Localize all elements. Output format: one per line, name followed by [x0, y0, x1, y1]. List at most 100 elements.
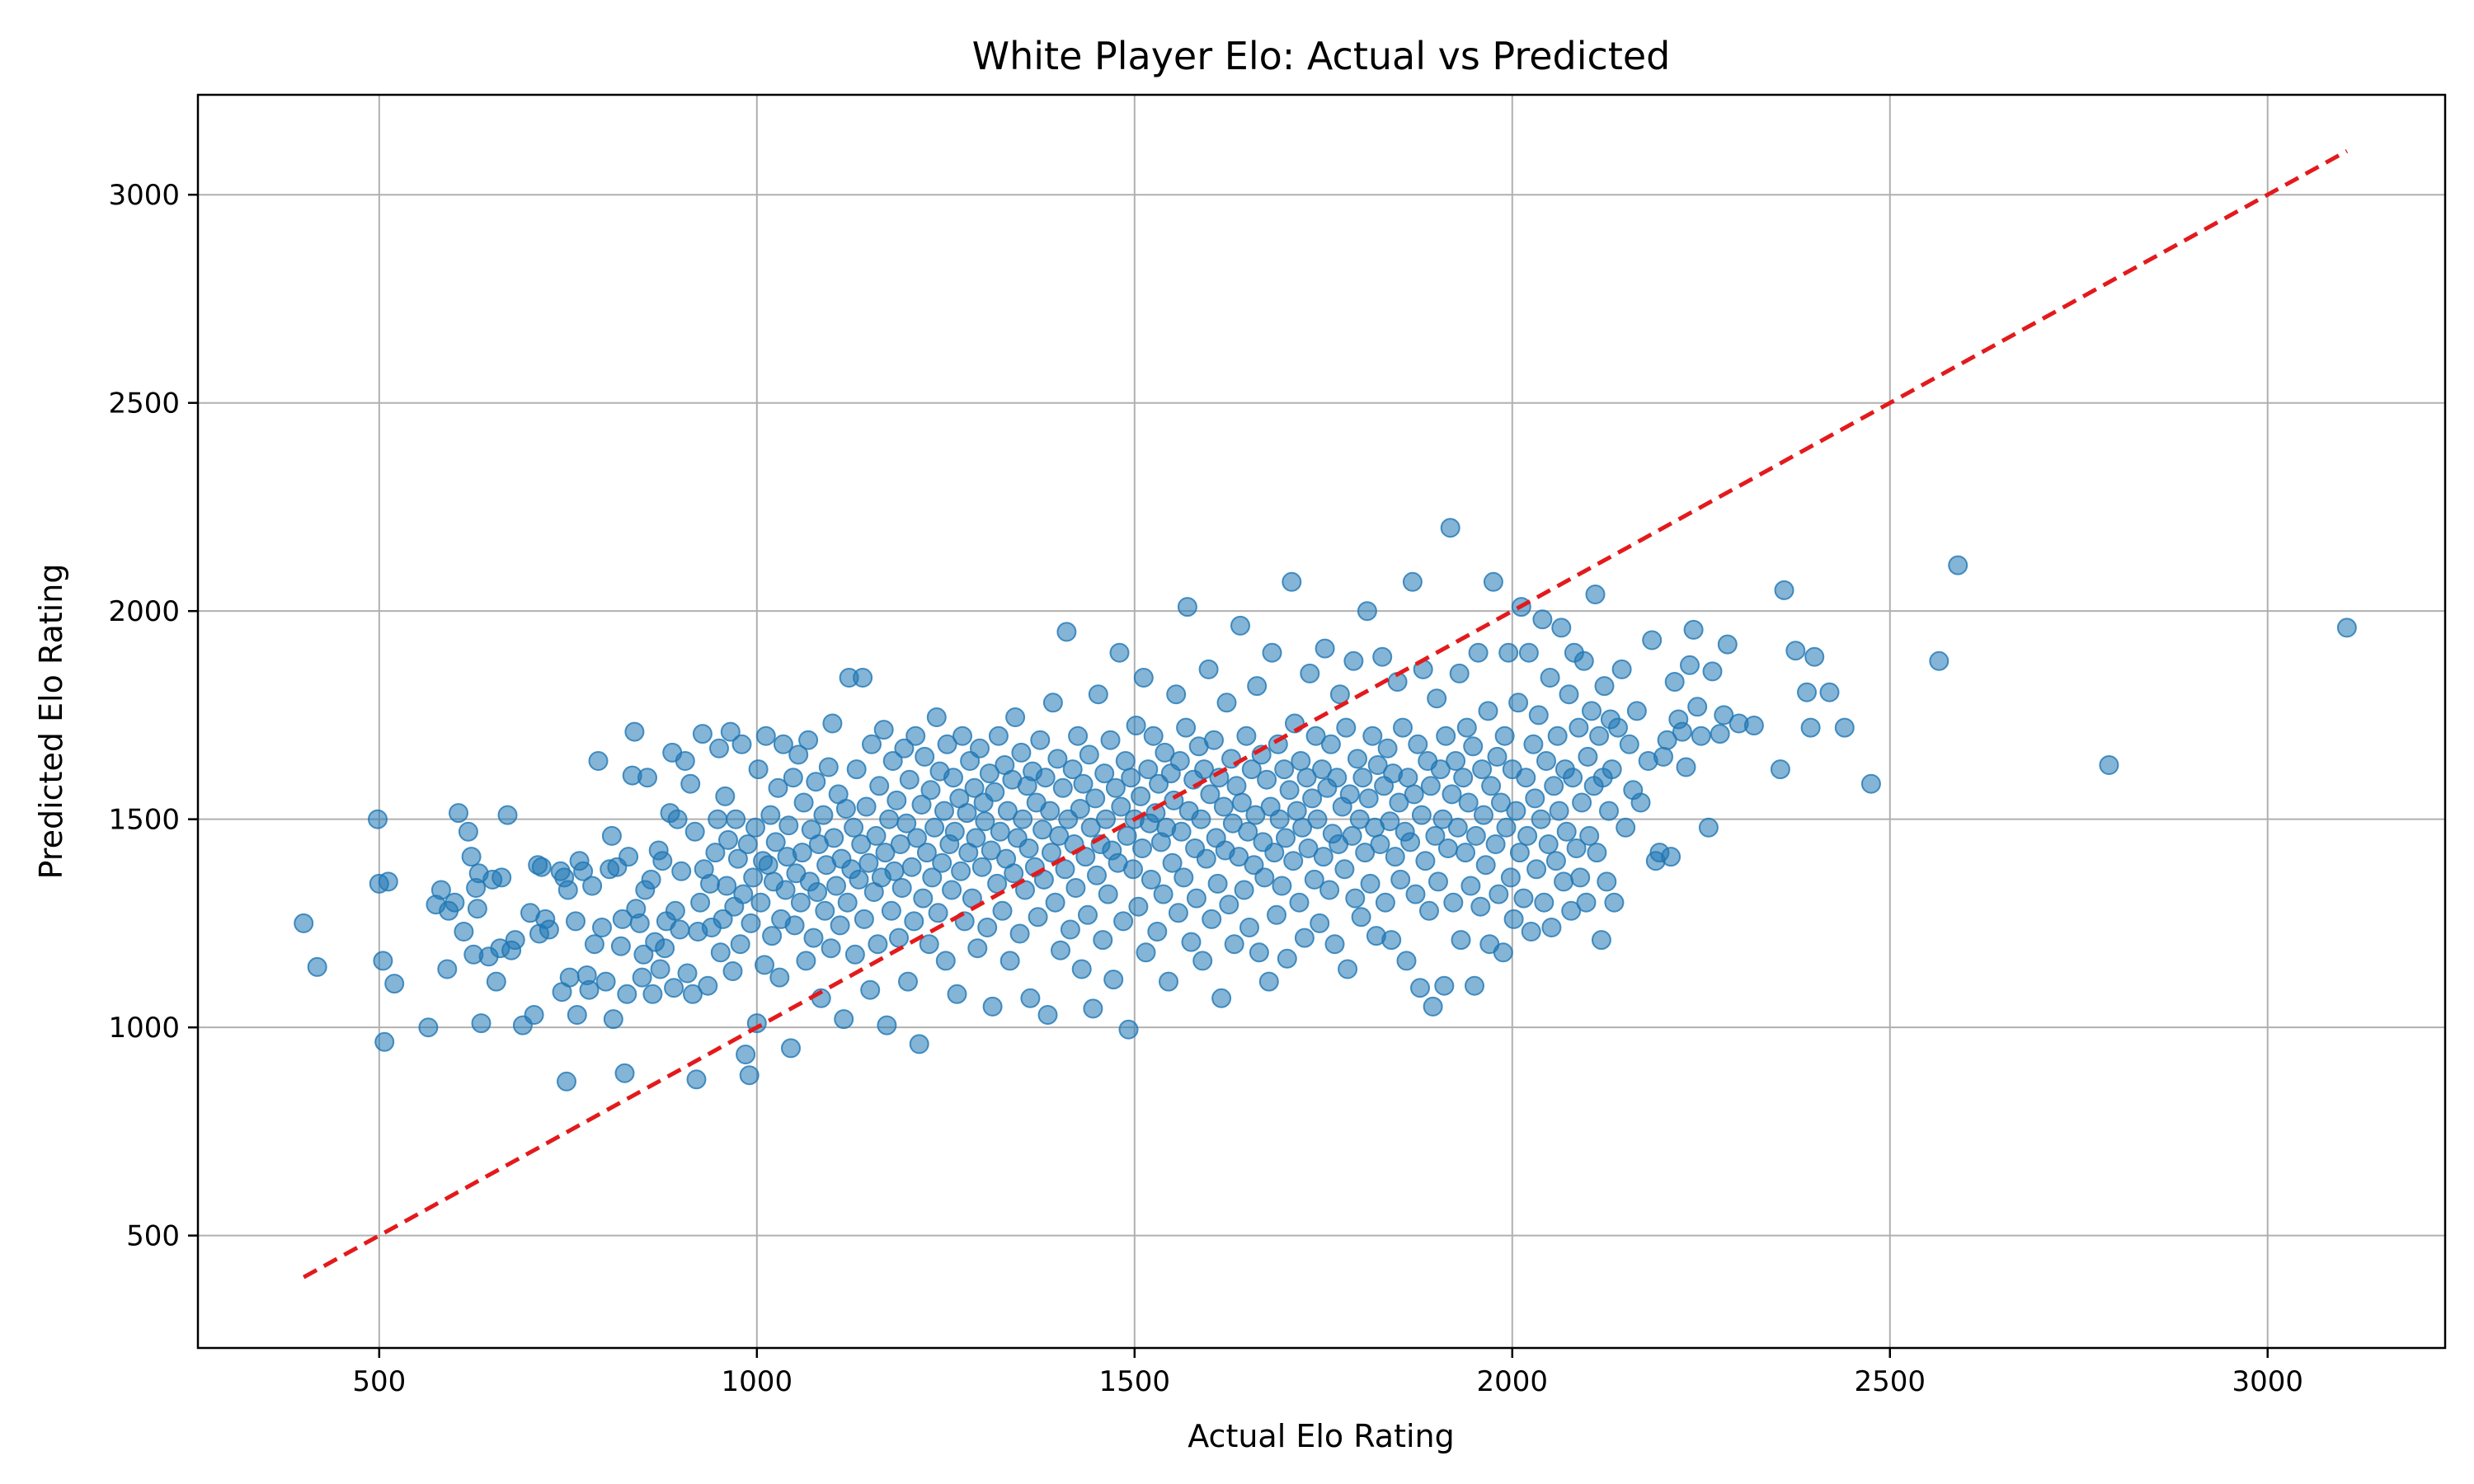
- data-point: [1245, 805, 1266, 825]
- data-point: [977, 918, 998, 937]
- data-point: [1642, 630, 1663, 650]
- data-point: [588, 751, 609, 771]
- data-point: [1589, 726, 1610, 746]
- data-point: [1597, 871, 1617, 892]
- data-point: [1028, 907, 1048, 928]
- data-point: [1345, 888, 1366, 909]
- data-point: [1563, 768, 1583, 788]
- data-point: [1545, 851, 1566, 871]
- data-point: [784, 915, 805, 936]
- data-point: [559, 967, 580, 988]
- data-point: [846, 759, 867, 780]
- data-point: [692, 724, 713, 744]
- data-point: [1324, 934, 1345, 955]
- data-point: [1247, 676, 1268, 697]
- x-tick-label: 1000: [722, 1365, 793, 1398]
- data-point: [690, 892, 711, 913]
- data-point: [1573, 650, 1594, 671]
- data-point: [942, 880, 962, 900]
- data-point: [1085, 788, 1106, 809]
- data-point: [1434, 975, 1455, 996]
- data-point: [1338, 959, 1358, 979]
- data-point: [1292, 817, 1313, 838]
- data-point: [680, 773, 701, 794]
- data-point: [1456, 843, 1475, 863]
- data-point: [1213, 796, 1234, 817]
- data-point: [1222, 813, 1243, 834]
- data-point: [826, 876, 846, 896]
- data-point: [1083, 998, 1103, 1019]
- data-point: [444, 892, 465, 913]
- data-point: [1661, 847, 1681, 867]
- data-point: [1456, 717, 1477, 738]
- data-point: [1304, 869, 1324, 890]
- data-point: [822, 713, 843, 734]
- data-point: [557, 880, 578, 900]
- data-point: [1532, 609, 1553, 630]
- data-point: [1286, 801, 1307, 821]
- data-point: [1517, 825, 1538, 846]
- data-point: [1312, 759, 1332, 780]
- data-point: [700, 873, 720, 894]
- data-point: [881, 900, 901, 921]
- y-axis-label: Predicted Elo Rating: [33, 564, 69, 880]
- data-point: [1109, 642, 1130, 663]
- data-point: [1105, 777, 1126, 798]
- data-point: [557, 1071, 576, 1092]
- data-point: [1128, 896, 1149, 917]
- data-point: [1393, 717, 1413, 738]
- data-point: [1194, 759, 1215, 780]
- data-point: [985, 782, 1005, 802]
- data-point: [1296, 768, 1317, 788]
- data-point: [1470, 896, 1491, 917]
- data-point: [1202, 909, 1222, 929]
- data-point: [1664, 672, 1685, 692]
- data-point: [988, 726, 1009, 746]
- data-point: [891, 878, 912, 898]
- x-tick-label: 2000: [1477, 1365, 1549, 1398]
- data-point: [919, 934, 939, 955]
- data-point: [1523, 734, 1544, 754]
- data-point: [851, 834, 872, 854]
- data-point: [1005, 707, 1026, 727]
- data-point: [781, 1038, 801, 1059]
- data-point: [486, 971, 506, 992]
- data-point: [307, 956, 327, 977]
- data-point: [582, 876, 603, 896]
- data-point: [710, 942, 731, 963]
- data-point: [1230, 615, 1250, 636]
- data-point: [793, 792, 814, 813]
- data-point: [713, 909, 733, 929]
- data-point: [1582, 701, 1602, 721]
- data-point: [603, 1009, 623, 1030]
- data-point: [1526, 859, 1547, 880]
- data-point: [1500, 867, 1521, 888]
- data-point: [769, 967, 790, 988]
- data-point: [907, 828, 927, 848]
- data-point: [1396, 951, 1417, 971]
- data-point: [1115, 751, 1136, 771]
- data-point: [1062, 759, 1083, 780]
- data-point: [1389, 792, 1409, 813]
- data-point: [937, 734, 957, 754]
- data-point: [1319, 880, 1340, 900]
- data-point: [909, 1034, 929, 1054]
- data-point: [743, 867, 764, 888]
- data-point: [924, 817, 945, 838]
- data-point: [1198, 659, 1219, 679]
- data-point: [1423, 996, 1443, 1017]
- data-point: [1155, 742, 1175, 763]
- data-point: [1619, 734, 1639, 754]
- data-point: [1561, 900, 1582, 921]
- data-point: [1570, 867, 1591, 888]
- data-point: [1168, 903, 1188, 923]
- data-point: [715, 786, 736, 806]
- data-point: [1460, 876, 1481, 896]
- data-point: [652, 851, 673, 871]
- data-point: [999, 951, 1020, 971]
- data-point: [1437, 838, 1458, 858]
- data-point: [1591, 930, 1611, 951]
- data-point: [788, 744, 809, 765]
- data-point: [1145, 803, 1166, 824]
- data-point: [698, 975, 718, 996]
